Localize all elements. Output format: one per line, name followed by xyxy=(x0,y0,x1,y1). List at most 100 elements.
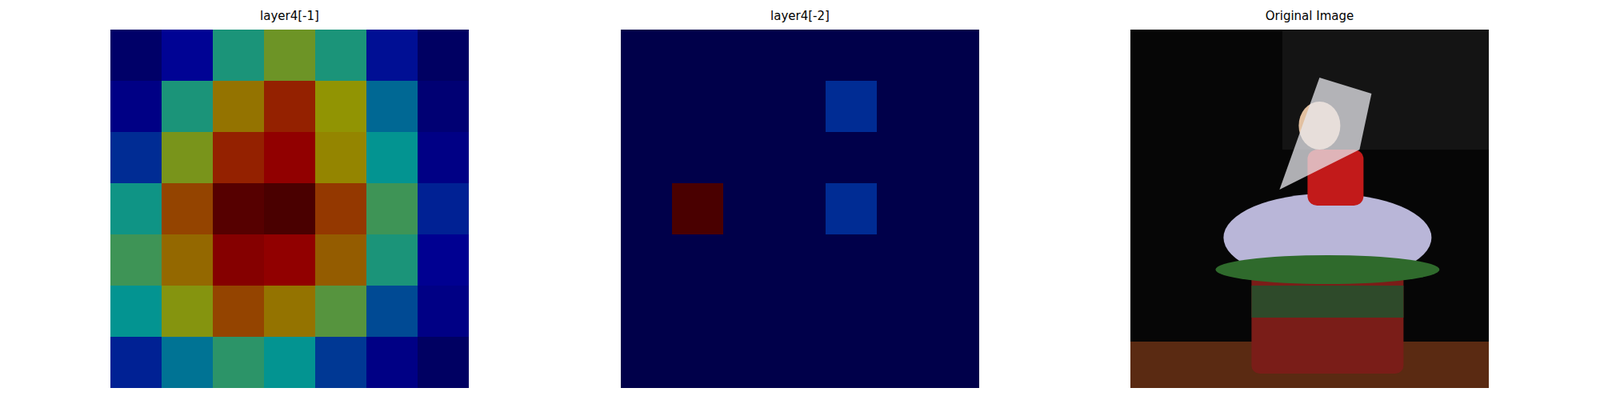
heatmap-cell xyxy=(672,183,724,236)
heatmap-cell xyxy=(417,234,469,287)
heatmap-cell xyxy=(264,132,316,184)
panel-title: layer4[-2] xyxy=(770,8,830,24)
heatmap-cell xyxy=(723,80,776,133)
heatmap-cell xyxy=(723,29,776,82)
heatmap-cell xyxy=(620,29,673,82)
heatmap-cell xyxy=(161,285,214,338)
heatmap-cell xyxy=(110,132,163,184)
heatmap-cell xyxy=(620,183,673,236)
heatmap-cell xyxy=(620,285,673,338)
heatmap-cell xyxy=(672,285,724,338)
heatmap-cell xyxy=(620,80,673,133)
heatmap-cell xyxy=(723,285,776,338)
photo xyxy=(1130,29,1489,388)
heatmap-cell xyxy=(417,29,469,82)
heatmap-cell xyxy=(876,336,929,388)
heatmap-cell xyxy=(212,132,265,184)
heatmap-cell xyxy=(825,183,878,236)
heatmap-cell xyxy=(366,285,419,338)
heatmap-cell xyxy=(672,80,724,133)
heatmap-cell xyxy=(774,183,827,236)
skirt-base xyxy=(1251,269,1404,374)
heatmap-cell xyxy=(264,29,316,82)
heatmap-cell xyxy=(825,336,878,388)
heatmap-cell xyxy=(161,234,214,287)
heatmap-cell xyxy=(161,183,214,236)
heatmap-cell xyxy=(110,336,163,388)
heatmap-cell xyxy=(774,132,827,184)
heatmap-cell xyxy=(672,29,724,82)
panel-title: Original Image xyxy=(1265,8,1354,24)
heatmap-cell xyxy=(366,132,419,184)
heatmap-cell xyxy=(928,80,980,133)
heatmap-cell xyxy=(315,285,368,338)
heatmap-cell xyxy=(110,29,163,82)
heatmap-cell xyxy=(315,183,368,236)
heatmap-cell xyxy=(212,285,265,338)
cells xyxy=(110,29,469,388)
heatmap-cell xyxy=(417,336,469,388)
heatmap-cell xyxy=(366,336,419,388)
heatmap-cell xyxy=(825,234,878,287)
heatmap-cell xyxy=(723,183,776,236)
heatmap-cell xyxy=(774,336,827,388)
heatmap-cell xyxy=(723,132,776,184)
heatmap-cell xyxy=(366,29,419,82)
heatmap-cell xyxy=(928,132,980,184)
heatmap-cell xyxy=(315,80,368,133)
heatmap-cell xyxy=(825,80,878,133)
heatmap-cell xyxy=(315,29,368,82)
heatmap-cell xyxy=(876,234,929,287)
heatmap-cell xyxy=(315,336,368,388)
heatmap-cell xyxy=(928,285,980,338)
heatmap-cell xyxy=(928,29,980,82)
heatmap-cell xyxy=(417,183,469,236)
panel-title: layer4[-1] xyxy=(260,8,320,24)
panel: layer4[-1] xyxy=(110,8,470,389)
heatmap-cell xyxy=(366,234,419,287)
heatmap-cell xyxy=(315,132,368,184)
heatmap-cell xyxy=(110,80,163,133)
heatmap-cell xyxy=(876,80,929,133)
heatmap-cell xyxy=(110,285,163,338)
heatmap-cell xyxy=(366,80,419,133)
heatmap-cell xyxy=(161,336,214,388)
heatmap-cell xyxy=(212,336,265,388)
heatmap-cell xyxy=(774,80,827,133)
heatmap-cell xyxy=(825,285,878,338)
heatmap-cell xyxy=(672,132,724,184)
heatmap-cell xyxy=(212,234,265,287)
heatmap-cell xyxy=(110,234,163,287)
heatmap-cell xyxy=(161,80,214,133)
heatmap-cell xyxy=(672,234,724,287)
heatmap-cell xyxy=(264,234,316,287)
heatmap-cell xyxy=(264,80,316,133)
heatmap-cell xyxy=(723,336,776,388)
heatmap-cell xyxy=(264,285,316,338)
heatmap-cell xyxy=(212,80,265,133)
heatmap-cell xyxy=(620,234,673,287)
heatmap-cell xyxy=(620,132,673,184)
heatmap-cell xyxy=(928,234,980,287)
heatmap-cell xyxy=(110,183,163,236)
heatmap-cell xyxy=(774,234,827,287)
heatmap-cell xyxy=(876,285,929,338)
heatmap-cell xyxy=(774,285,827,338)
heatmap-cell xyxy=(366,183,419,236)
heatmap-cell xyxy=(876,29,929,82)
heatmap-cell xyxy=(264,336,316,388)
heatmap-cell xyxy=(417,132,469,184)
heatmap-cell xyxy=(212,183,265,236)
heatmap-cell xyxy=(620,336,673,388)
skirt-rim xyxy=(1215,255,1440,284)
heatmap-cell xyxy=(774,29,827,82)
cells xyxy=(620,29,980,388)
heatmap-cell xyxy=(876,183,929,236)
heatmap-cell xyxy=(417,80,469,133)
skirt-band xyxy=(1251,285,1404,318)
figure: layer4[-1] layer4[-2] Original Image xyxy=(0,0,1600,400)
heatmap-cell xyxy=(672,336,724,388)
heatmap-cell xyxy=(161,132,214,184)
heatmap-cell xyxy=(825,132,878,184)
panel: layer4[-2] xyxy=(620,8,980,389)
